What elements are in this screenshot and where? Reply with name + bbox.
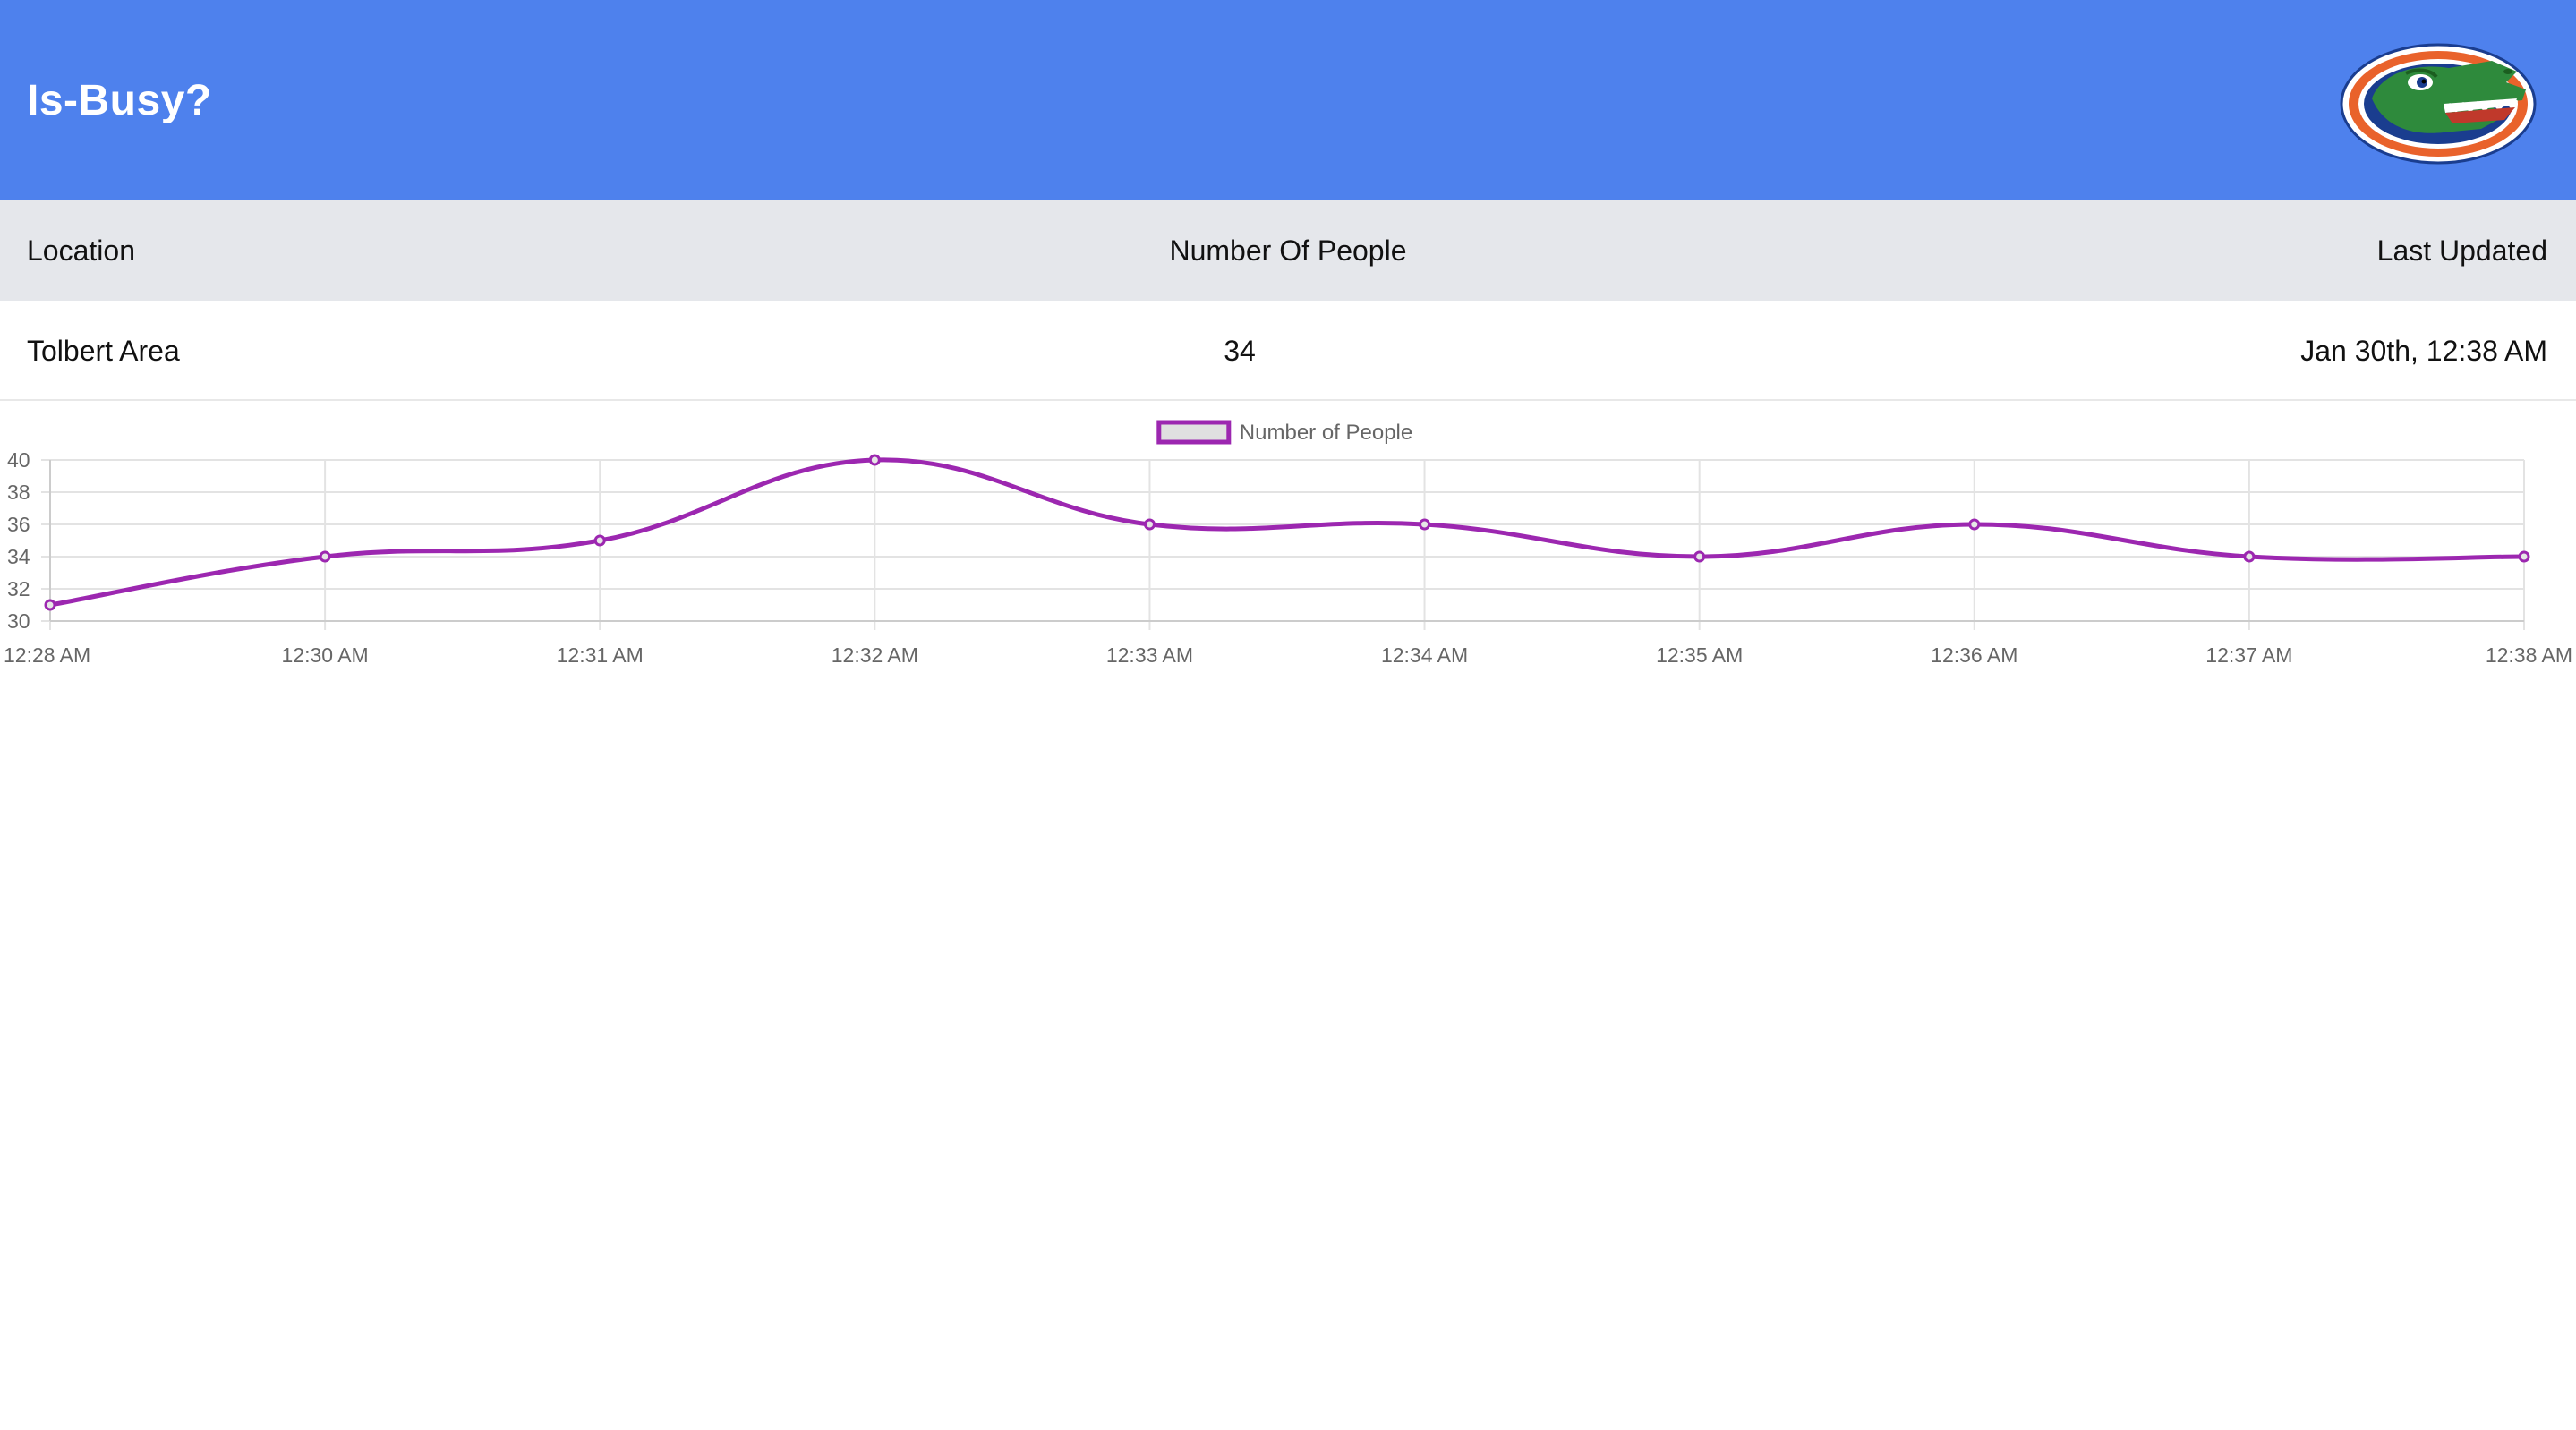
series-line xyxy=(49,457,2525,608)
column-header-number-of-people: Number Of People xyxy=(1169,234,1407,267)
app-title: Is-Busy? xyxy=(27,77,212,124)
data-point xyxy=(868,454,881,466)
x-tick-label: 12:35 AM xyxy=(1656,643,1743,667)
y-tick-label: 38 xyxy=(7,481,30,504)
y-tick-label: 34 xyxy=(7,545,30,568)
x-tick-label: 12:32 AM xyxy=(832,643,918,667)
y-tick-label: 40 xyxy=(7,448,30,472)
location-cell: Tolbert Area xyxy=(27,335,180,367)
table-row: Tolbert Area 34 Jan 30th, 12:38 AM xyxy=(0,301,2576,401)
x-tick-label: 12:37 AM xyxy=(2205,643,2292,667)
x-tick-label: 12:38 AM xyxy=(2486,643,2572,667)
data-point xyxy=(1693,550,1706,563)
y-tick-label: 32 xyxy=(7,577,30,600)
legend-label: Number of People xyxy=(1240,421,1412,445)
data-point xyxy=(44,599,56,611)
column-header-location: Location xyxy=(27,234,135,267)
data-point xyxy=(2518,550,2530,563)
florida-gator-logo-icon xyxy=(2340,43,2537,165)
data-point xyxy=(2243,550,2256,563)
data-point xyxy=(319,550,331,563)
x-tick-label: 12:33 AM xyxy=(1106,643,1193,667)
x-tick-label: 12:36 AM xyxy=(1931,643,2017,667)
data-point xyxy=(1419,518,1431,531)
x-tick-label: 12:31 AM xyxy=(557,643,644,667)
legend-swatch xyxy=(1156,420,1232,445)
data-point xyxy=(1143,518,1156,531)
x-tick-label: 12:30 AM xyxy=(282,643,369,667)
x-tick-label: 12:28 AM xyxy=(4,643,90,667)
column-header-last-updated: Last Updated xyxy=(2376,234,2547,267)
data-point xyxy=(1968,518,1981,531)
table-header-row: Location Number Of People Last Updated xyxy=(0,200,2576,301)
last-updated-cell: Jan 30th, 12:38 AM xyxy=(2300,335,2547,367)
app-header: Is-Busy? xyxy=(0,0,2576,200)
people-line-chart: Number of People 30 32 34 36 38 40 12:28 AM 12:3… xyxy=(4,420,2572,667)
people-count-cell: 34 xyxy=(1224,335,1256,367)
y-tick-label: 30 xyxy=(7,609,30,633)
x-tick-label: 12:34 AM xyxy=(1381,643,1468,667)
occupancy-table: Location Number Of People Last Updated T… xyxy=(0,200,2576,401)
y-tick-label: 36 xyxy=(7,513,30,536)
data-point xyxy=(593,534,606,547)
